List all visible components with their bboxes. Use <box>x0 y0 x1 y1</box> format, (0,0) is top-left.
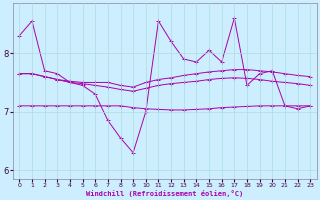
X-axis label: Windchill (Refroidissement éolien,°C): Windchill (Refroidissement éolien,°C) <box>86 190 244 197</box>
